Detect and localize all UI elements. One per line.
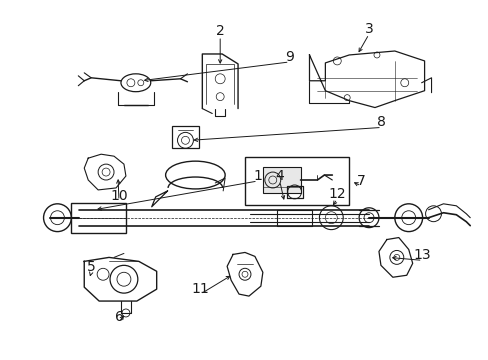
Text: 11: 11 [191, 282, 209, 296]
Text: 4: 4 [275, 169, 284, 183]
Text: 8: 8 [377, 116, 386, 130]
Bar [263, 167, 300, 193]
Bar [71, 203, 126, 233]
Text: 12: 12 [328, 187, 346, 201]
Bar [244, 157, 348, 205]
Text: 2: 2 [215, 24, 224, 38]
Text: 7: 7 [356, 174, 365, 188]
Text: 3: 3 [364, 22, 373, 36]
Text: 10: 10 [110, 189, 127, 203]
Text: 9: 9 [285, 50, 293, 64]
Text: 13: 13 [413, 248, 430, 262]
Bar [171, 126, 199, 148]
Text: 6: 6 [114, 310, 123, 324]
Text: 5: 5 [87, 260, 95, 274]
Text: 1: 1 [253, 169, 262, 183]
